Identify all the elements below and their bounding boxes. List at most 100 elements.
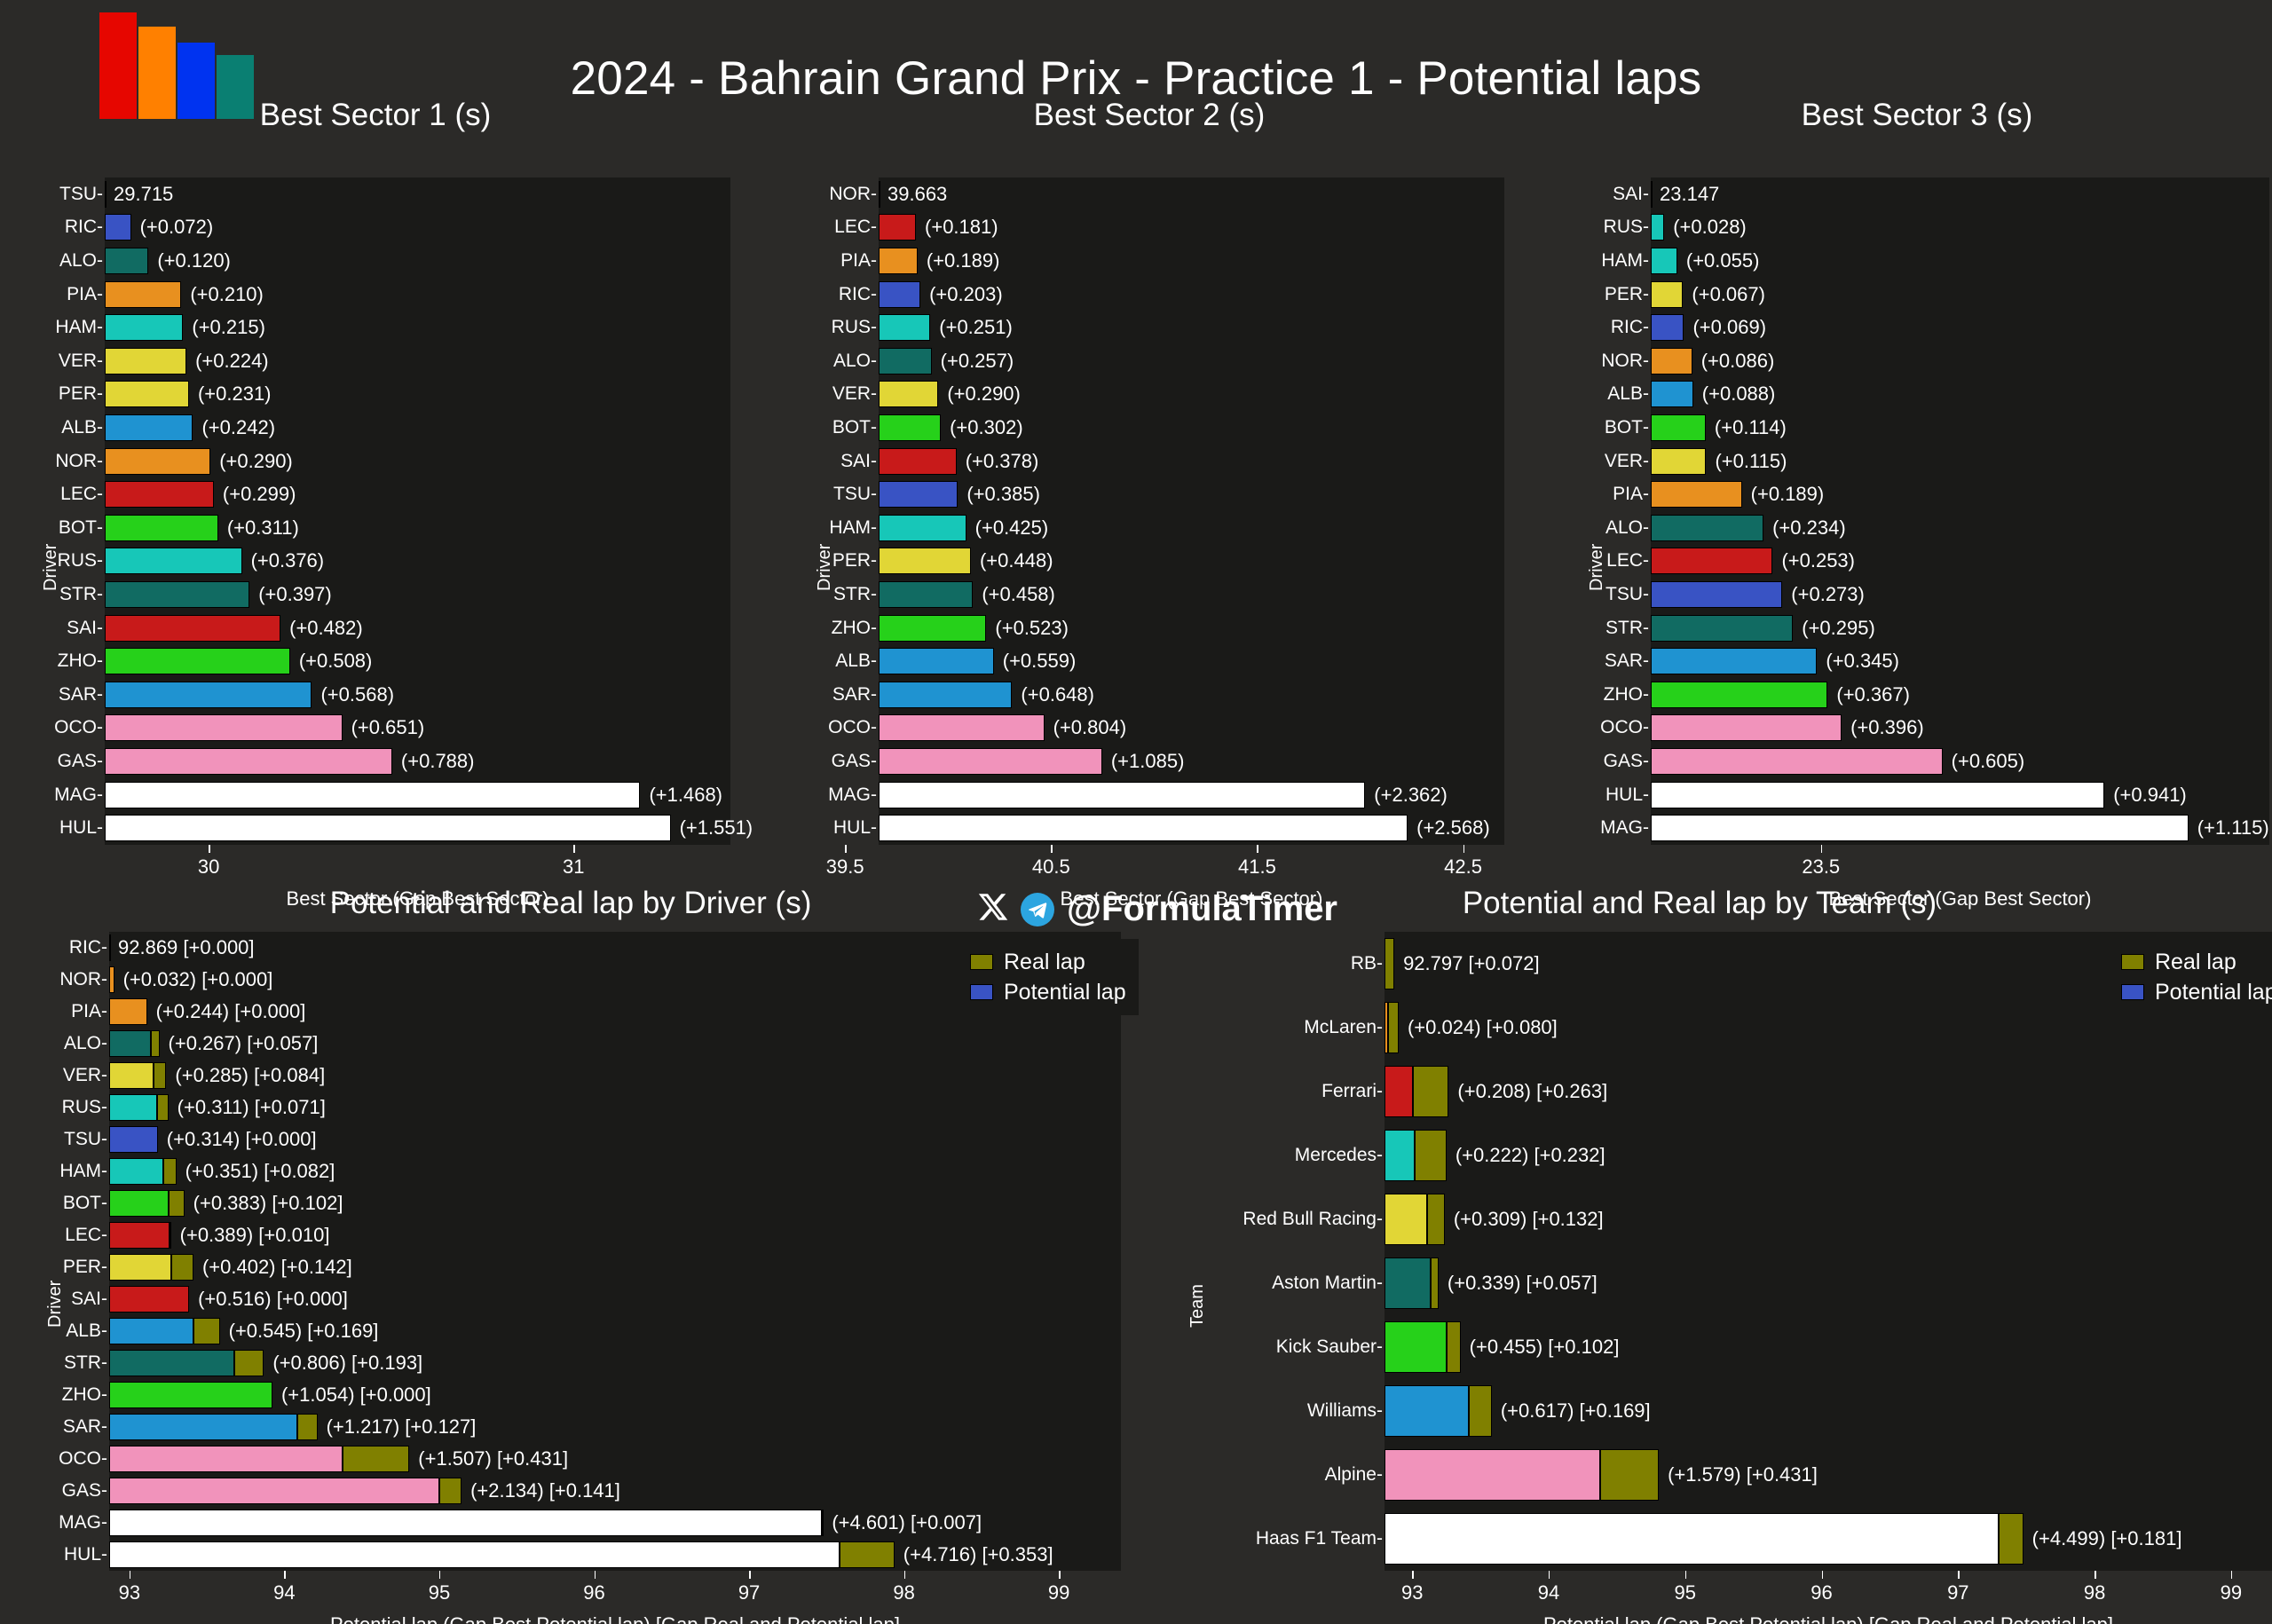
bar-row[interactable]: ALO - (+0.120) <box>59 248 730 274</box>
bar-row[interactable]: HAM - (+0.425) <box>829 514 1504 541</box>
bar-row[interactable]: RIC - (+0.072) <box>65 214 730 241</box>
bar-row[interactable]: Aston Martin - (+0.339) [+0.057] <box>1272 1257 2272 1309</box>
y-tick-dash: - <box>871 250 877 271</box>
bar-row[interactable]: SAR - (+0.568) <box>59 681 730 708</box>
bar-row[interactable]: PIA - (+0.210) <box>67 280 730 308</box>
bar-row[interactable]: HUL - (+1.551) <box>59 815 753 842</box>
bar-row[interactable]: TSU - (+0.385) <box>833 481 1504 508</box>
bar-row[interactable]: GAS - (+1.085) <box>832 748 1504 775</box>
bar-row[interactable]: HAM - (+0.351) [+0.082] <box>59 1158 1121 1185</box>
bar-row[interactable]: MAG - (+4.601) [+0.007] <box>59 1510 1121 1536</box>
bar-row[interactable]: STR - (+0.458) <box>833 581 1504 608</box>
real-lap-bar <box>153 1062 167 1089</box>
bar-row[interactable]: RIC -92.869 [+0.000] <box>69 934 1121 961</box>
bar-row[interactable]: OCO - (+0.651) <box>54 714 730 742</box>
bar-row[interactable]: SAI - (+0.482) <box>67 614 730 642</box>
legend-item-potential-lap[interactable]: Potential lap <box>970 977 1126 1007</box>
bar-row[interactable]: ALO - (+0.257) <box>833 347 1504 374</box>
bar-row[interactable]: LEC - (+0.253) <box>1606 548 2269 575</box>
bar-row[interactable]: ALO - (+0.267) [+0.057] <box>64 1030 1121 1057</box>
bar-row[interactable]: Ferrari - (+0.208) [+0.263] <box>1321 1066 2272 1117</box>
bar-row[interactable]: HAM - (+0.055) <box>1601 248 2269 274</box>
bar-row[interactable]: RUS - (+0.251) <box>832 314 1504 342</box>
bar-row[interactable]: STR - (+0.806) [+0.193] <box>64 1350 1121 1376</box>
bar-row[interactable]: SAR - (+0.345) <box>1605 648 2269 675</box>
bar-row[interactable]: Haas F1 Team - (+4.499) [+0.181] <box>1256 1513 2272 1565</box>
bar-row[interactable]: ZHO - (+0.523) <box>832 614 1504 642</box>
bar-row[interactable]: NOR -39.663 <box>829 180 1504 208</box>
bar-row[interactable]: McLaren - (+0.024) [+0.080] <box>1304 1002 2272 1053</box>
bar-row[interactable]: HUL - (+4.716) [+0.353] <box>64 1541 1121 1568</box>
bar-row[interactable]: HAM - (+0.215) <box>55 314 730 342</box>
x-twitter-icon[interactable] <box>976 891 1008 927</box>
bar-row[interactable]: STR - (+0.295) <box>1605 614 2269 642</box>
bar-row[interactable]: OCO - (+0.804) <box>828 714 1504 742</box>
bar-row[interactable]: SAR - (+1.217) [+0.127] <box>63 1414 1121 1440</box>
bar-row[interactable]: ZHO - (+0.367) <box>1604 681 2269 708</box>
bar-row[interactable]: ALB - (+0.559) <box>835 648 1504 675</box>
bar-row[interactable]: GAS - (+0.605) <box>1604 748 2269 775</box>
bar-row[interactable]: RUS - (+0.376) <box>58 548 730 575</box>
bar-row[interactable]: Williams - (+0.617) [+0.169] <box>1307 1385 2272 1437</box>
bar-row[interactable]: MAG - (+1.468) <box>54 781 730 808</box>
bar-row[interactable]: MAG - (+2.362) <box>828 781 1504 808</box>
bar-row[interactable]: PIA - (+0.244) [+0.000] <box>71 998 1121 1025</box>
bar-row[interactable]: RIC - (+0.203) <box>839 280 1504 308</box>
bar-row[interactable]: BOT - (+0.114) <box>1605 414 2269 441</box>
bar-row[interactable]: HUL - (+0.941) <box>1605 781 2269 808</box>
bar-row[interactable]: PER - (+0.231) <box>59 381 730 408</box>
bar-row[interactable]: ZHO - (+0.508) <box>58 648 730 675</box>
bar-row[interactable]: Alpine - (+1.579) [+0.431] <box>1325 1449 2272 1501</box>
bar-row[interactable]: ZHO - (+1.054) [+0.000] <box>62 1382 1121 1408</box>
legend-item-potential-lap[interactable]: Potential lap <box>2121 977 2272 1007</box>
bar-row[interactable]: LEC - (+0.181) <box>834 214 1504 241</box>
telegram-icon[interactable] <box>1021 892 1054 926</box>
bar-row[interactable]: STR - (+0.397) <box>59 581 730 608</box>
bar-row[interactable]: RB -92.797 [+0.072] <box>1351 938 2272 989</box>
bar-row[interactable]: LEC - (+0.299) <box>60 481 730 508</box>
bar-row[interactable]: GAS - (+2.134) [+0.141] <box>62 1478 1121 1504</box>
bar-row[interactable]: VER - (+0.224) <box>59 347 730 374</box>
bar-row[interactable]: BOT - (+0.383) [+0.102] <box>63 1190 1121 1217</box>
bar-row[interactable]: PER - (+0.448) <box>832 548 1504 575</box>
bar-row[interactable]: RIC - (+0.069) <box>1611 314 2269 342</box>
bar-row[interactable]: ALB - (+0.242) <box>61 414 730 441</box>
bar-row[interactable]: GAS - (+0.788) <box>58 748 730 775</box>
bar-row[interactable]: NOR - (+0.086) <box>1601 347 2269 374</box>
bar-row[interactable]: TSU - (+0.273) <box>1605 581 2269 608</box>
bar-row[interactable]: VER - (+0.115) <box>1605 447 2269 475</box>
bar-value-label: (+0.088) <box>1701 382 1776 406</box>
bar-row[interactable]: BOT - (+0.302) <box>832 414 1504 441</box>
bar-row[interactable]: VER - (+0.285) [+0.084] <box>63 1062 1121 1089</box>
sector-bar <box>879 714 1045 742</box>
bar-row[interactable]: HUL - (+2.568) <box>833 815 1504 842</box>
bar-row[interactable]: NOR - (+0.032) [+0.000] <box>59 966 1121 993</box>
bar-row[interactable]: PER - (+0.402) [+0.142] <box>63 1254 1121 1281</box>
bar-row[interactable]: PER - (+0.067) <box>1605 280 2269 308</box>
bar-row[interactable]: VER - (+0.290) <box>832 381 1504 408</box>
bar-row[interactable]: Red Bull Racing - (+0.309) [+0.132] <box>1242 1194 2272 1245</box>
legend-item-real-lap[interactable]: Real lap <box>970 947 1126 977</box>
bar-row[interactable]: TSU - (+0.314) [+0.000] <box>64 1126 1121 1153</box>
bar-row[interactable]: Kick Sauber - (+0.455) [+0.102] <box>1276 1321 2272 1373</box>
bar-row[interactable]: OCO - (+0.396) <box>1600 714 2269 742</box>
bar-row[interactable]: PIA - (+0.189) <box>1613 481 2269 508</box>
bar-row[interactable]: BOT - (+0.311) <box>59 514 730 541</box>
bar-row[interactable]: ALB - (+0.545) [+0.169] <box>66 1318 1121 1344</box>
bar-row[interactable]: Mercedes - (+0.222) [+0.232] <box>1295 1130 2272 1181</box>
bar-row[interactable]: NOR - (+0.290) <box>55 447 730 475</box>
bar-row[interactable]: LEC - (+0.389) [+0.010] <box>65 1222 1121 1249</box>
bar-row[interactable]: PIA - (+0.189) <box>840 248 1504 274</box>
bar-row[interactable]: SAR - (+0.648) <box>832 681 1504 708</box>
legend-item-real-lap[interactable]: Real lap <box>2121 947 2272 977</box>
bar-row[interactable]: RUS - (+0.311) [+0.071] <box>62 1094 1121 1121</box>
bar-row[interactable]: SAI -23.147 <box>1613 180 2269 208</box>
bar-row[interactable]: ALO - (+0.234) <box>1605 514 2269 541</box>
bar-row[interactable]: SAI - (+0.378) <box>840 447 1504 475</box>
bar-row[interactable]: TSU -29.715 <box>59 180 730 208</box>
bar-row[interactable]: MAG - (+1.115) <box>1600 815 2269 842</box>
bar-row[interactable]: OCO - (+1.507) [+0.431] <box>59 1446 1121 1472</box>
bar-row[interactable]: RUS - (+0.028) <box>1604 214 2269 241</box>
bar-row[interactable]: SAI - (+0.516) [+0.000] <box>71 1286 1121 1313</box>
bar-row[interactable]: ALB - (+0.088) <box>1607 381 2269 408</box>
